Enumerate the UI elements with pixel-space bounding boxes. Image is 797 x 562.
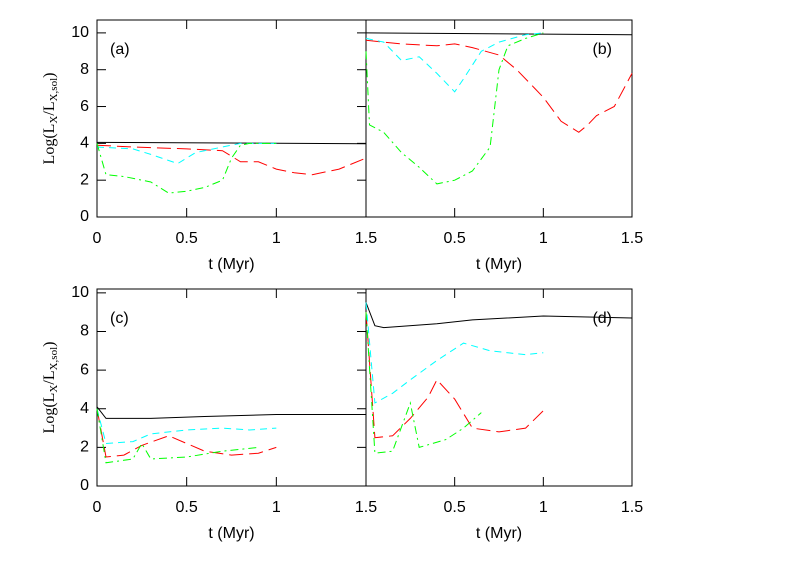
plot-frame	[365, 288, 633, 487]
y-axis-label-part: X,sol	[48, 347, 60, 371]
plot-frame	[365, 19, 633, 218]
x-tick-label: 0.5	[176, 230, 198, 247]
series-line	[96, 406, 366, 419]
x-tick-label: 0	[93, 499, 102, 516]
y-axis-label-part: )	[41, 73, 58, 78]
y-tick-label: 10	[71, 284, 89, 301]
y-axis-label: Log(LX/LX,sol)	[41, 342, 60, 434]
series-line	[365, 32, 544, 185]
series-line	[365, 312, 482, 454]
panel: 0 0.5 1 1.5 0 2 4 6 8 10 t (Myr) Log(LX/LX,sol) (a)	[41, 19, 377, 273]
plot-frame	[96, 19, 367, 218]
x-tick-label: 1	[539, 499, 548, 516]
series-line	[96, 142, 277, 165]
series-line	[96, 408, 277, 445]
x-axis-label: t (Myr)	[208, 256, 254, 273]
y-axis-label-part: Log(L	[41, 124, 58, 165]
plot-frame	[96, 288, 367, 487]
x-tick-label: 0.5	[444, 230, 466, 247]
series-line	[96, 408, 259, 464]
y-axis-label-part: /L	[41, 370, 58, 384]
panel-label: (b)	[592, 41, 612, 58]
panel-label: (c)	[110, 310, 129, 327]
x-tick-label: 1	[272, 230, 281, 247]
series-line	[96, 144, 367, 176]
y-tick-label: 2	[80, 171, 89, 188]
y-axis-label-part: Log(L	[41, 393, 58, 434]
y-tick-label: 4	[80, 135, 89, 152]
series-line	[96, 142, 277, 194]
y-axis-label: Log(LX/LX,sol)	[41, 73, 60, 165]
x-tick-label: 1.5	[355, 499, 377, 516]
panel: 0.5 1 1.5 t (Myr) (b)	[365, 19, 643, 273]
y-tick-label: 10	[71, 24, 89, 41]
y-axis-label-part: X	[48, 116, 60, 124]
x-tick-label: 1.5	[621, 499, 643, 516]
y-axis-label-part: X,sol	[48, 78, 60, 102]
series-line	[96, 408, 277, 458]
y-tick-label: 0	[80, 208, 89, 225]
series-line	[365, 32, 544, 93]
x-axis-label: t (Myr)	[476, 525, 522, 542]
y-axis-label-part: /L	[41, 101, 58, 115]
panel-label: (d)	[592, 310, 612, 327]
x-tick-label: 0.5	[444, 499, 466, 516]
x-tick-label: 1	[272, 499, 281, 516]
y-axis-label-part: X	[48, 385, 60, 393]
x-tick-label: 0.5	[176, 499, 198, 516]
series-line	[96, 141, 367, 145]
y-tick-label: 8	[80, 61, 89, 78]
x-tick-label: 0	[93, 230, 102, 247]
panel: 0.5 1 1.5 t (Myr) (d)	[365, 288, 643, 542]
x-tick-label: 1.5	[355, 230, 377, 247]
series-line	[365, 312, 544, 439]
x-axis-label: t (Myr)	[208, 525, 254, 542]
y-tick-label: 6	[80, 361, 89, 378]
y-tick-label: 4	[80, 400, 89, 417]
series-line	[365, 302, 633, 329]
series-line	[365, 39, 633, 133]
panel: 0 0.5 1 1.5 0 2 4 6 8 10 t (Myr) Log(LX/LX,sol) (c)	[41, 284, 378, 542]
x-axis-label: t (Myr)	[476, 256, 522, 273]
y-tick-label: 2	[80, 439, 89, 456]
x-tick-label: 1	[539, 230, 548, 247]
series-line	[365, 32, 633, 36]
y-tick-label: 8	[80, 323, 89, 340]
y-tick-label: 0	[80, 477, 89, 494]
x-tick-label: 1.5	[621, 230, 643, 247]
y-tick-label: 6	[80, 98, 89, 115]
panel-label: (a)	[110, 41, 130, 58]
y-axis-label-part: )	[41, 342, 58, 347]
